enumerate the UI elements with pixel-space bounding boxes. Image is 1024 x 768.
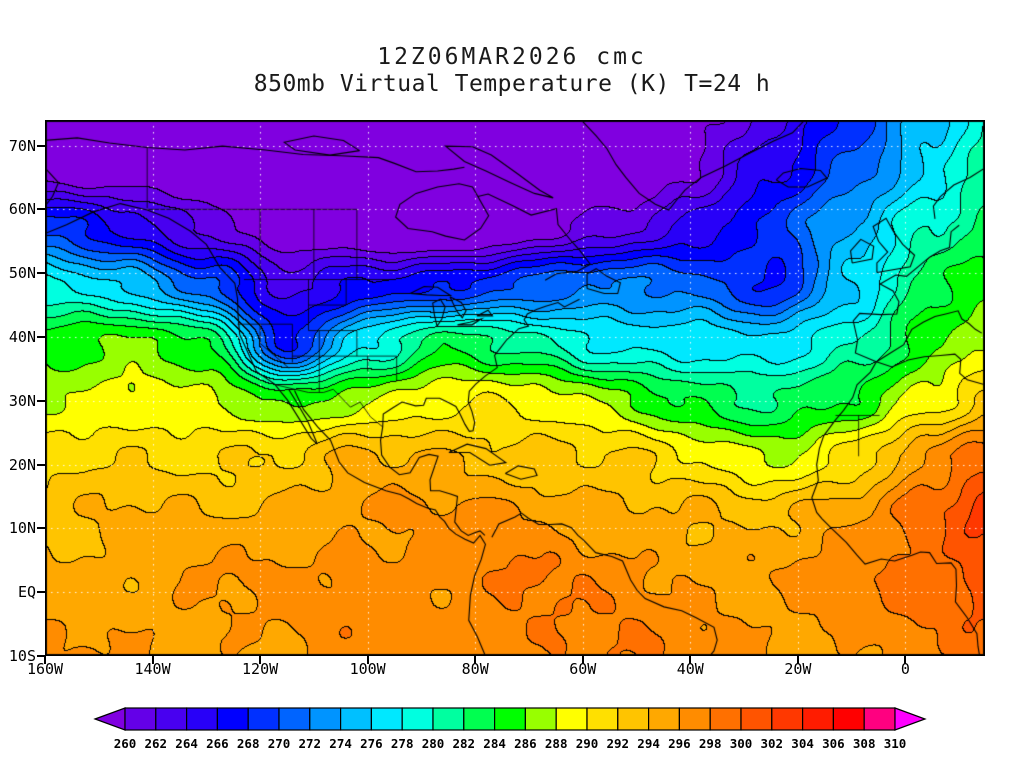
- lon-tick-label: 140W: [134, 660, 171, 678]
- colorbar-segment: [524, 707, 557, 731]
- colorbar-tick-label: 264: [175, 736, 198, 751]
- colorbar-segment: [678, 707, 711, 731]
- lat-tick-mark: [37, 655, 45, 657]
- colorbar-tick-label: 306: [822, 736, 845, 751]
- colorbar-segment: [801, 707, 834, 731]
- colorbar-tick-label: 288: [545, 736, 568, 751]
- colorbar-segment: [617, 707, 650, 731]
- lon-tick-label: 160W: [26, 660, 64, 678]
- colorbar-segment: [155, 707, 188, 731]
- lon-tick-label: 80W: [461, 660, 489, 678]
- colorbar-tick-label: 284: [483, 736, 506, 751]
- colorbar-segment: [278, 707, 311, 731]
- colorbar-tick-label: 298: [699, 736, 722, 751]
- colorbar-segment: [340, 707, 373, 731]
- colorbar-tick-label: 278: [391, 736, 414, 751]
- lat-tick-mark: [37, 527, 45, 530]
- lon-tick-label: 60W: [569, 660, 597, 678]
- lat-tick-label: 20N: [8, 455, 36, 474]
- temperature-contour-map: [45, 120, 985, 656]
- colorbar-segment: [124, 707, 157, 731]
- lat-tick-mark: [37, 399, 45, 402]
- colorbar-tick-label: 282: [453, 736, 476, 751]
- colorbar-tick-label: 286: [514, 736, 537, 751]
- colorbar-right-arrow: [894, 707, 927, 731]
- lon-tick-mark: [796, 656, 799, 664]
- colorbar-segment: [771, 707, 804, 731]
- colorbar-segment: [709, 707, 742, 731]
- lon-tick-label: 40W: [676, 660, 704, 678]
- colorbar-tick-label: 292: [607, 736, 630, 751]
- colorbar-tick-label: 294: [637, 736, 660, 751]
- lon-tick-label: 0: [900, 660, 910, 678]
- colorbar-tick-label: 268: [237, 736, 260, 751]
- colorbar-tick-label: 304: [791, 736, 814, 751]
- lat-tick-label: 10N: [8, 519, 36, 538]
- lat-tick-label: 50N: [8, 264, 36, 283]
- temperature-colorbar: 260 262 264 266 268 270 272 274 276 278 280 282 284 2…: [93, 707, 927, 751]
- colorbar-segment: [832, 707, 865, 731]
- colorbar-segment: [586, 707, 619, 731]
- colorbar-segment: [401, 707, 434, 731]
- lon-tick-mark: [366, 656, 369, 664]
- colorbar-tick-label: 276: [360, 736, 383, 751]
- colorbar-segment: [309, 707, 342, 731]
- colorbar-segment: [463, 707, 496, 731]
- colorbar-tick-label: 310: [884, 736, 907, 751]
- colorbar-segment: [863, 707, 896, 731]
- lon-tick-mark: [689, 656, 692, 664]
- colorbar-tick-label: 296: [668, 736, 691, 751]
- lat-tick-mark: [37, 144, 45, 147]
- colorbar-tick-label: 302: [761, 736, 784, 751]
- lon-tick-mark: [581, 656, 584, 664]
- colorbar-tick-label: 280: [422, 736, 445, 751]
- lon-tick-mark: [904, 656, 907, 664]
- lon-tick-mark: [259, 656, 262, 664]
- lat-tick-label: 30N: [8, 391, 36, 410]
- lat-tick-mark: [37, 272, 45, 275]
- lon-tick-label: 120W: [242, 660, 279, 678]
- colorbar-tick-label: 266: [206, 736, 229, 751]
- lat-tick-label: EQ: [17, 583, 36, 602]
- lat-tick-mark: [37, 591, 45, 594]
- lat-tick-label: 40N: [8, 327, 36, 346]
- plot-title-line2: 850mb Virtual Temperature (K) T=24 h: [253, 71, 771, 97]
- colorbar-tick-label: 260: [114, 736, 137, 751]
- colorbar-segment: [216, 707, 249, 731]
- lon-tick-mark: [151, 656, 154, 664]
- lat-tick-label: 70N: [8, 136, 36, 155]
- colorbar-segment: [647, 707, 680, 731]
- colorbar-left-arrow: [93, 707, 126, 731]
- lat-tick-label: 60N: [8, 200, 36, 219]
- lat-tick-mark: [37, 463, 45, 466]
- colorbar-segment: [185, 707, 218, 731]
- lon-tick-label: 100W: [349, 660, 386, 678]
- colorbar-segment: [555, 707, 588, 731]
- lon-tick-mark: [474, 656, 477, 664]
- colorbar-tick-label: 300: [730, 736, 753, 751]
- lat-tick-label: 10S: [8, 647, 36, 665]
- colorbar-tick-label: 270: [268, 736, 291, 751]
- lon-tick-label: 20W: [784, 660, 812, 678]
- colorbar-tick-label: 272: [299, 736, 322, 751]
- plot-title-line1: 12Z06MAR2026 cmc: [377, 44, 647, 70]
- colorbar-segment: [247, 707, 280, 731]
- lon-tick-mark: [44, 656, 46, 664]
- colorbar-segment: [494, 707, 527, 731]
- colorbar-tick-label: 262: [145, 736, 168, 751]
- colorbar-segment: [740, 707, 773, 731]
- colorbar-tick-label: 290: [576, 736, 599, 751]
- colorbar-tick-label: 274: [329, 736, 352, 751]
- colorbar-tick-label: 308: [853, 736, 876, 751]
- lat-tick-mark: [37, 208, 45, 211]
- colorbar-segment: [432, 707, 465, 731]
- colorbar-segment: [370, 707, 403, 731]
- lat-tick-mark: [37, 335, 45, 338]
